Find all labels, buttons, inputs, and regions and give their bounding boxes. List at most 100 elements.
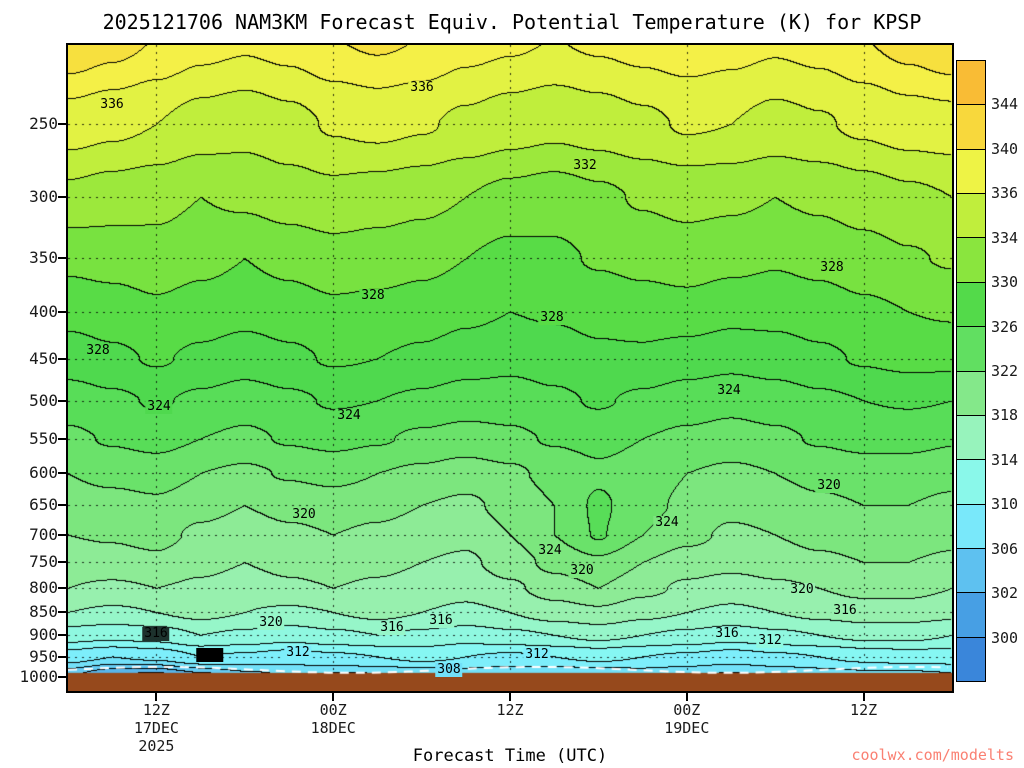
contour-label: 320	[788, 582, 816, 597]
y-axis-tick-label: 750	[29, 552, 58, 572]
y-axis-tick	[58, 676, 66, 679]
contour-label: 320	[257, 615, 285, 630]
contour-label: 324	[335, 408, 363, 423]
colorbar-tick-label: 330	[991, 273, 1019, 292]
y-axis-tick-label: 700	[29, 524, 58, 544]
colorbar-tick-label: 302	[991, 584, 1019, 603]
colorbar-tick-label: 334	[991, 228, 1019, 247]
contour-labels-layer: 336 336 332 328 328 328 328 324 324 324 320 320 324 3…	[68, 45, 952, 691]
colorbar-tick-label: 326	[991, 317, 1019, 336]
x-axis-tick-label: 12Z	[496, 701, 524, 719]
y-axis-tick-label: 550	[29, 428, 58, 448]
colorbar-tick-label: 336	[991, 184, 1019, 203]
x-axis-tick-label: 00Z	[673, 701, 701, 719]
colorbar-band	[957, 370, 985, 415]
y-axis-tick-label: 650	[29, 495, 58, 515]
y-axis-tick	[58, 123, 66, 126]
contour-label: 336	[98, 97, 126, 112]
contour-label: 312	[523, 647, 551, 662]
y-axis-tick	[58, 561, 66, 564]
y-axis-tick	[58, 399, 66, 402]
y-axis-tick	[58, 655, 66, 658]
y-axis-tick-label: 300	[29, 186, 58, 206]
x-axis-tick-label: 12Z	[142, 701, 170, 719]
y-axis-tick-label: 1000	[19, 667, 58, 687]
colorbar-tick-label: 306	[991, 539, 1019, 558]
colorbar-band	[957, 592, 985, 637]
contour-label: 328	[359, 288, 387, 303]
x-axis-tick	[509, 693, 511, 701]
contour-label: 308	[435, 662, 463, 677]
chart-title: 2025121706 NAM3KM Forecast Equiv. Potent…	[102, 10, 922, 34]
colorbar-tick-label: 310	[991, 495, 1019, 514]
y-axis-tick-label: 500	[29, 390, 58, 410]
y-axis-tick	[58, 257, 66, 260]
colorbar-band	[957, 281, 985, 327]
contour-label: 316	[427, 613, 455, 628]
y-axis-tick-label: 450	[29, 348, 58, 368]
x-axis-tick	[155, 693, 158, 701]
contour-label: 324	[536, 543, 564, 558]
colorbar-band	[957, 104, 985, 149]
contour-label: 328	[84, 343, 112, 358]
x-axis-tick-label: 17DEC	[133, 719, 179, 737]
y-axis-tick	[58, 437, 66, 440]
x-axis-tick	[685, 693, 688, 701]
y-axis-tick-label: 400	[29, 301, 58, 321]
watermark-text: coolwx.com/modelts	[851, 746, 1014, 764]
colorbar-tick-label: 314	[991, 450, 1019, 469]
x-axis-tick	[332, 693, 335, 701]
colorbar	[956, 60, 986, 682]
contour-label: 316	[713, 626, 741, 641]
colorbar-band	[957, 326, 985, 371]
x-axis-tick-label: 2025	[138, 737, 175, 755]
y-axis-tick	[58, 472, 66, 475]
colorbar-tick-label: 340	[991, 139, 1019, 158]
plot-area: 336 336 332 328 328 328 328 324 324 324 320 320 324 3…	[66, 43, 954, 693]
y-axis-tick	[58, 634, 66, 637]
contour-label: 324	[653, 515, 681, 530]
colorbar-band	[957, 636, 985, 682]
y-axis-tick-label: 900	[29, 625, 58, 645]
colorbar-band	[957, 547, 985, 593]
contour-label: 320	[290, 507, 318, 522]
y-axis-tick	[58, 533, 66, 536]
y-axis-tick-label: 950	[29, 646, 58, 666]
contour-label: 336	[408, 80, 436, 95]
y-axis-tick-label: 800	[29, 578, 58, 598]
contour-label: 324	[715, 383, 743, 398]
y-axis-tick	[58, 587, 66, 590]
y-axis-tick-label: 350	[29, 248, 58, 268]
contour-label: 328	[818, 260, 846, 275]
colorbar-band	[957, 148, 985, 194]
contour-label: 324	[145, 399, 173, 414]
x-axis-tick-label: 19DEC	[664, 719, 710, 737]
colorbar-tick-label: 322	[991, 362, 1019, 380]
x-axis-tick-label: 00Z	[319, 701, 347, 719]
colorbar-band	[957, 193, 985, 238]
colorbar-tick-label: 318	[991, 406, 1019, 425]
contour-label: 320	[815, 478, 843, 493]
colorbar-band	[957, 414, 985, 460]
y-axis-tick	[58, 504, 66, 507]
colorbar-band	[957, 503, 985, 548]
y-axis-tick	[58, 357, 66, 360]
x-axis-title: Forecast Time (UTC)	[412, 746, 608, 766]
contour-label: 316	[142, 626, 170, 641]
contour-label: 328	[538, 310, 566, 325]
colorbar-tick-label: 300	[991, 628, 1019, 647]
y-axis-tick-label: 250	[29, 114, 58, 134]
colorbar-band	[957, 459, 985, 504]
contour-label: 312	[756, 633, 784, 648]
colorbar-band	[957, 237, 985, 282]
contour-label: 320	[568, 563, 596, 578]
colorbar-band	[957, 61, 985, 105]
colorbar-tick-label: 344	[991, 95, 1019, 114]
y-axis-tick-label: 600	[29, 463, 58, 483]
contour-label: 308	[196, 647, 224, 662]
contour-label: 332	[571, 158, 599, 173]
y-axis-tick-label: 850	[29, 602, 58, 622]
contour-label: 316	[378, 620, 406, 635]
x-axis-tick	[862, 693, 865, 701]
